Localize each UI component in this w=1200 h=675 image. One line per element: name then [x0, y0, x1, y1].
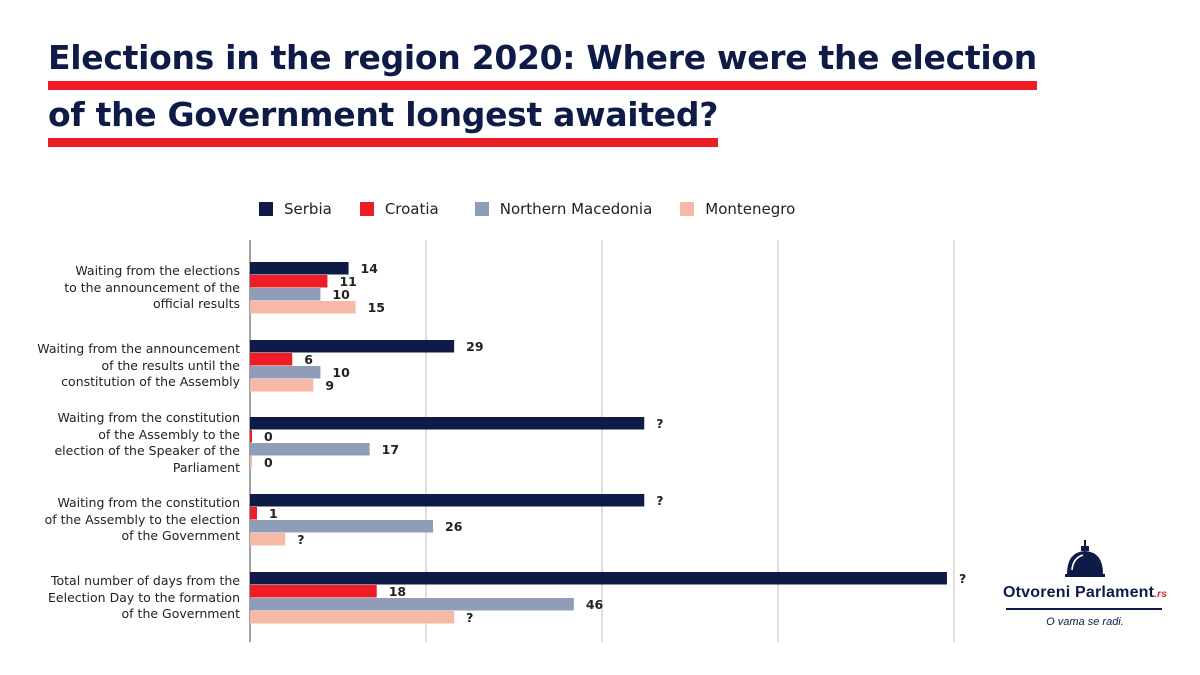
category-label-4: Total number of days from the Eelection D…: [10, 573, 240, 623]
data-label: 14: [361, 261, 379, 276]
title-text-2: of the Government longest awaited?: [48, 95, 719, 134]
legend-swatch-serbia: [259, 202, 273, 216]
legend-swatch-montenegro: [680, 202, 695, 216]
category-label-3: Waiting from the constitution of the Asse…: [10, 495, 240, 545]
bar-croatia-2: [250, 430, 252, 443]
data-label: ?: [959, 571, 966, 586]
data-label: ?: [297, 532, 304, 547]
data-label: 17: [382, 442, 399, 457]
data-label: ?: [656, 416, 663, 431]
legend-label-montenegro: Montenegro: [705, 200, 796, 218]
bar-montenegro-1: [250, 379, 314, 392]
bar-northern-macedonia-1: [250, 366, 321, 379]
category-label-line: of the Government: [121, 606, 240, 622]
legend: Serbia Croatia Northern Macedonia Monten…: [259, 200, 823, 218]
category-label-0: Waiting from the elections to the announc…: [10, 263, 240, 313]
data-label: 1: [269, 506, 278, 521]
category-label-line: constitution of the Assembly: [61, 374, 240, 390]
bar-montenegro-0: [250, 301, 356, 314]
bar-serbia-2: [250, 417, 645, 430]
legend-label-croatia: Croatia: [384, 200, 439, 218]
data-label: 9: [325, 378, 334, 393]
logo-suffix: .rs: [1154, 589, 1168, 600]
legend-label-serbia: Serbia: [284, 200, 332, 218]
bar-serbia-0: [250, 262, 349, 275]
bar-montenegro-2: [250, 456, 252, 469]
parliament-dome-icon: [1065, 540, 1105, 577]
data-label: 15: [368, 300, 385, 315]
data-label: ?: [656, 493, 663, 508]
title-underline-1: [48, 81, 1037, 90]
category-label-line: Waiting from the constitution: [57, 410, 240, 425]
data-label: 29: [466, 339, 483, 354]
data-label: 0: [264, 455, 273, 470]
legend-swatch-macedonia: [474, 202, 489, 216]
category-label-1: Waiting from the announcement of the resu…: [10, 341, 240, 391]
bar-croatia-4: [250, 585, 377, 598]
category-label-line: Total number of days from the: [50, 573, 240, 589]
category-label-2: Waiting from the constitution of the Asse…: [10, 410, 240, 476]
category-label-line: of the results until the: [101, 357, 240, 373]
category-label-line: Eelection Day to the formation: [48, 589, 240, 605]
category-label-line: official results: [152, 296, 240, 312]
category-label-line: of the Assembly to the: [98, 426, 240, 442]
logo-tagline: O vama se radi.: [1046, 616, 1124, 628]
bar-serbia-1: [250, 340, 455, 353]
legend-item-croatia: Croatia: [359, 200, 439, 218]
category-label-line: election of the Speaker of the: [54, 443, 240, 458]
bar-northern-macedonia-4: [250, 598, 574, 611]
data-label: 10: [332, 287, 350, 302]
bar-serbia-3: [250, 494, 645, 507]
category-label-line: Waiting from the elections: [75, 263, 240, 279]
bar-northern-macedonia-2: [250, 443, 370, 456]
bar-croatia-1: [250, 353, 293, 366]
data-label: 26: [445, 519, 463, 534]
legend-item-serbia: Serbia: [259, 200, 332, 218]
bar-croatia-3: [250, 507, 258, 520]
data-label: 11: [339, 274, 356, 289]
bar-montenegro-3: [250, 533, 286, 546]
logo-rule: [1006, 608, 1162, 610]
chart-title: Elections in the region 2020: Where were…: [48, 38, 1037, 147]
bar-croatia-0: [250, 275, 328, 288]
category-label-line: Waiting from the constitution: [57, 495, 240, 511]
title-line-2: of the Government longest awaited?: [48, 95, 718, 147]
bar-serbia-4: [250, 572, 947, 585]
title-line-1: Elections in the region 2020: Where were…: [48, 38, 1037, 90]
logo: Otvoreni Parlament.rs O vama se radi.: [1000, 540, 1170, 628]
bar-montenegro-4: [250, 611, 455, 624]
title-text-1: Elections in the region 2020: Where were…: [48, 38, 1037, 77]
category-label-line: Parliament: [172, 459, 240, 475]
title-underline-2: [48, 138, 719, 147]
bar-northern-macedonia-3: [250, 520, 434, 533]
legend-item-montenegro: Montenegro: [680, 200, 795, 218]
bar-northern-macedonia-0: [250, 288, 321, 301]
logo-wordmark: Otvoreni Parlament: [1002, 584, 1155, 601]
legend-label-macedonia: Northern Macedonia: [499, 200, 653, 218]
category-label-line: of the Government: [121, 528, 240, 544]
data-label: 46: [586, 597, 604, 612]
data-label: 6: [304, 352, 313, 367]
legend-swatch-croatia: [359, 202, 374, 216]
category-label-line: Waiting from the announcement: [37, 341, 240, 357]
category-label-line: to the announcement of the: [64, 279, 240, 295]
data-label: 18: [389, 584, 406, 599]
logo-name: Otvoreni Parlament.rs: [1000, 584, 1170, 602]
data-label: ?: [466, 610, 473, 625]
data-label: 0: [264, 429, 273, 444]
legend-item-macedonia: Northern Macedonia: [474, 200, 653, 218]
data-label: 10: [332, 365, 350, 380]
category-label-line: of the Assembly to the election: [44, 511, 240, 527]
